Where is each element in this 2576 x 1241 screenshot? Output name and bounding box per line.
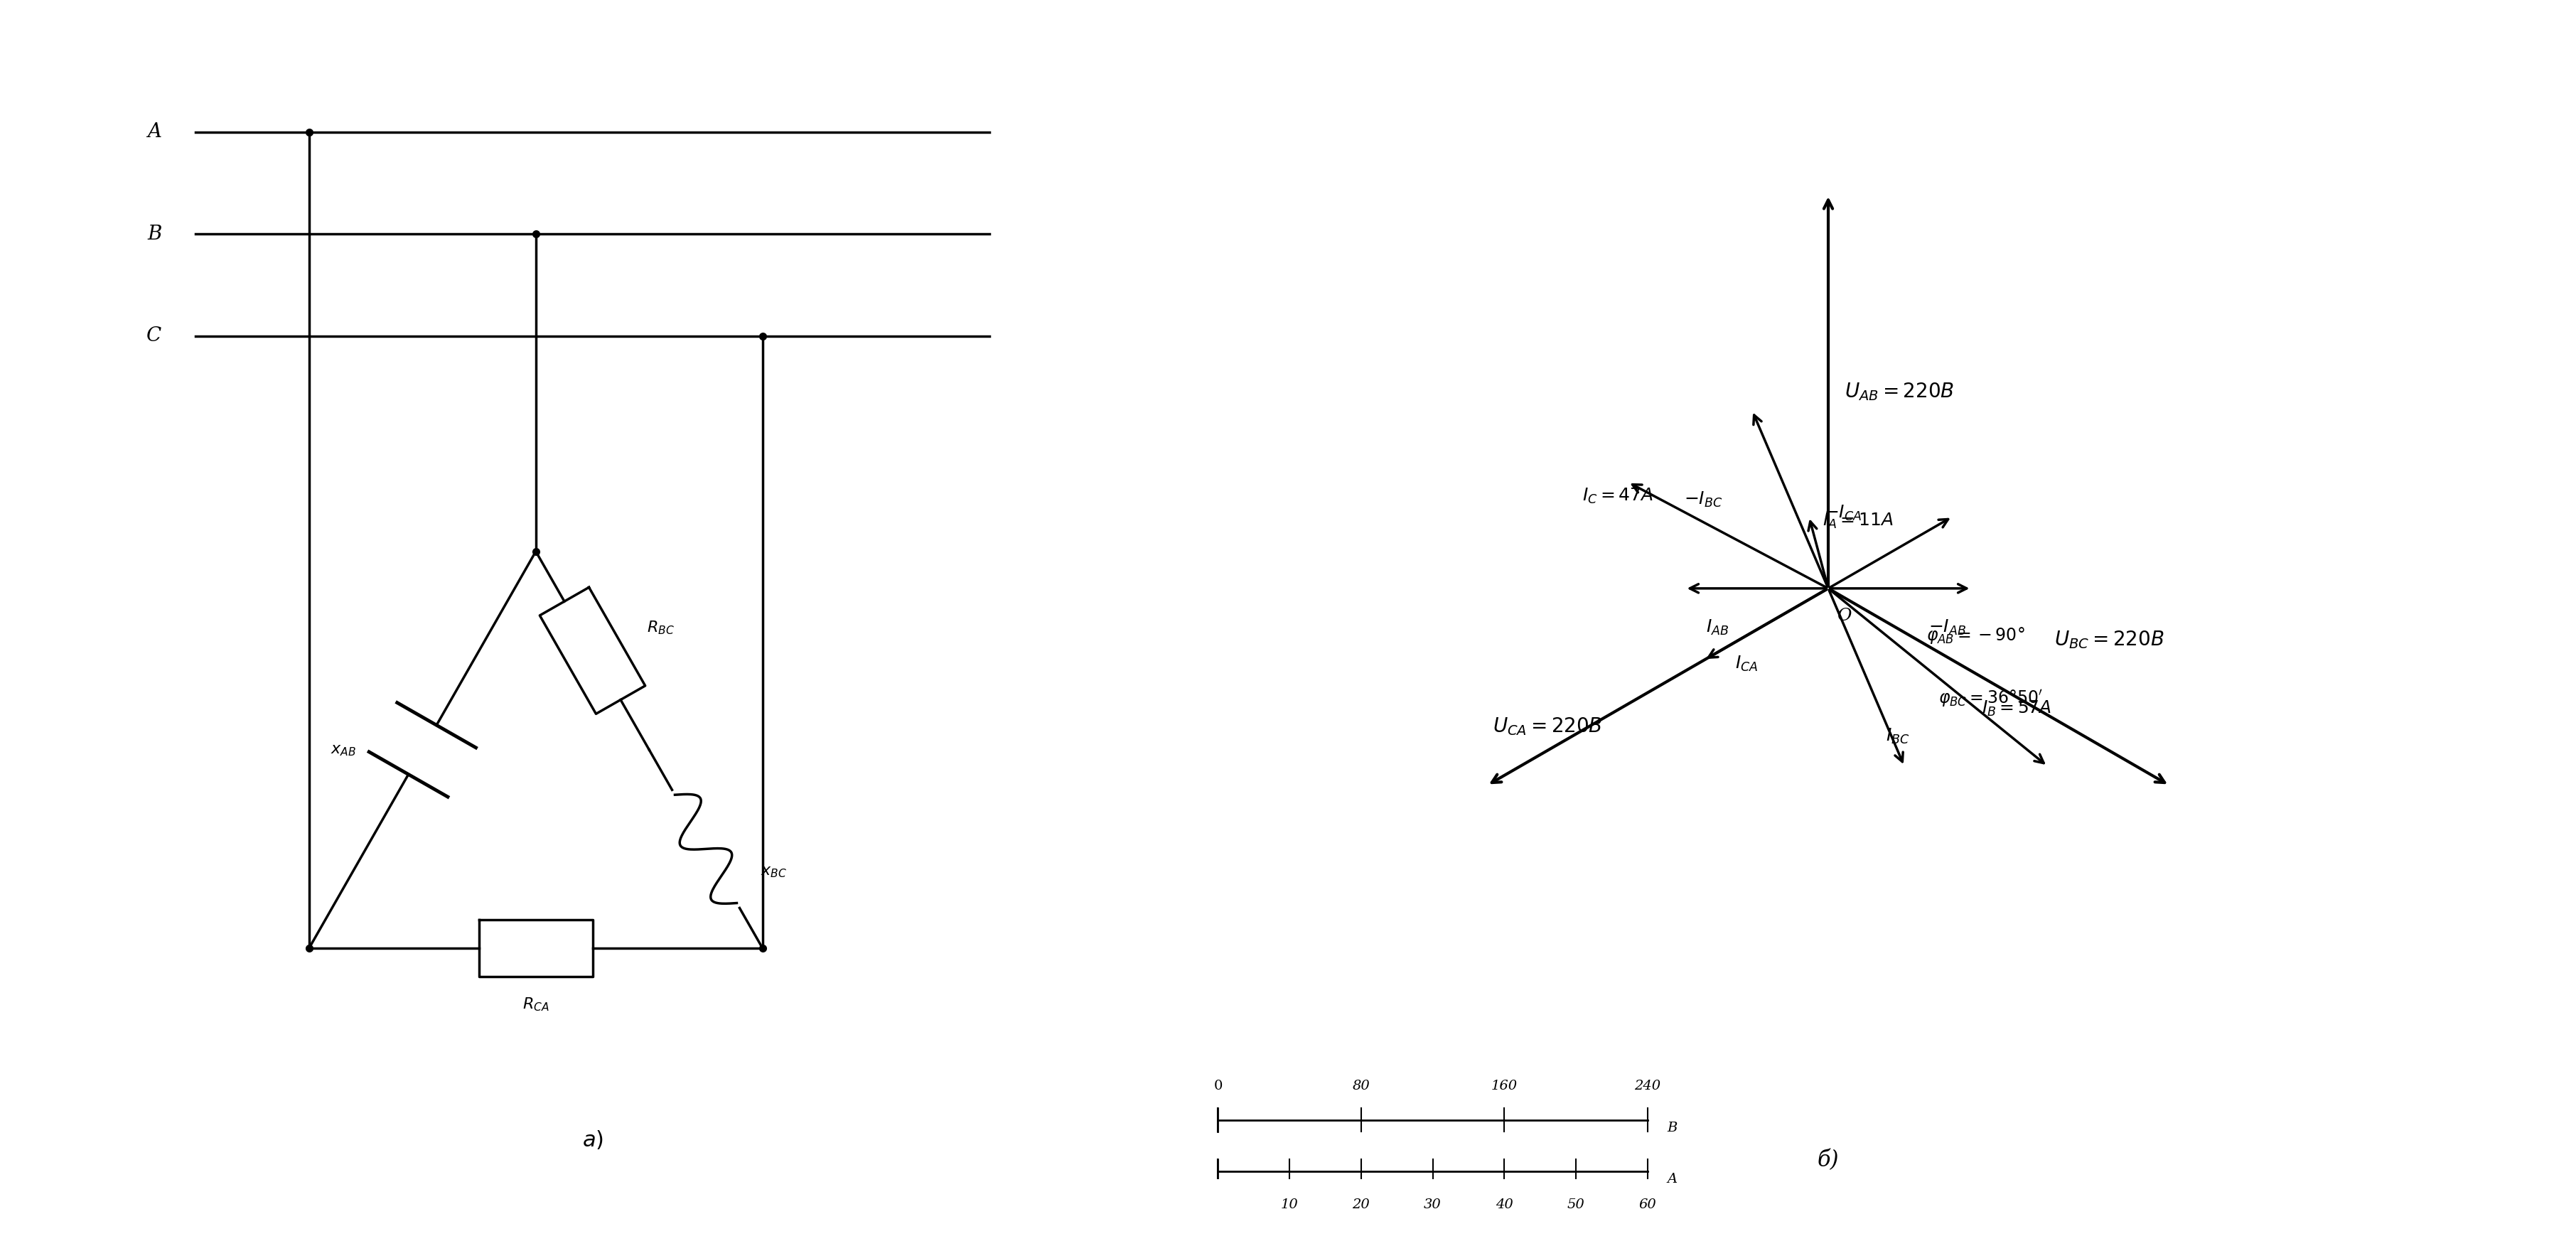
Text: 10: 10: [1280, 1199, 1298, 1211]
Text: $I_B=57A$: $I_B=57A$: [1981, 700, 2050, 719]
Text: C: C: [147, 326, 162, 346]
Text: $U_{BC}=220B$: $U_{BC}=220B$: [2053, 629, 2164, 650]
Text: O: O: [1837, 608, 1852, 624]
Text: A: A: [147, 123, 162, 141]
Text: $I_C=47A$: $I_C=47A$: [1582, 486, 1654, 505]
Text: 0: 0: [1213, 1080, 1224, 1092]
Text: $U_{AB}=220B$: $U_{AB}=220B$: [1844, 381, 1953, 402]
Text: A: A: [1667, 1173, 1677, 1185]
Text: б): б): [1819, 1149, 1839, 1172]
Text: 40: 40: [1497, 1199, 1512, 1211]
Text: 160: 160: [1492, 1080, 1517, 1092]
Text: 60: 60: [1638, 1199, 1656, 1211]
Text: $a)$: $a)$: [582, 1129, 603, 1152]
Text: $R_{CA}$: $R_{CA}$: [523, 997, 549, 1013]
Text: $I_{BC}$: $I_{BC}$: [1886, 727, 1909, 746]
Text: 240: 240: [1633, 1080, 1662, 1092]
Text: $U_{CA}=220B$: $U_{CA}=220B$: [1492, 716, 1602, 737]
Text: $I_{AB}$: $I_{AB}$: [1705, 618, 1728, 637]
Text: $-I_{CA}$: $-I_{CA}$: [1824, 504, 1862, 522]
Text: $-I_{BC}$: $-I_{BC}$: [1685, 490, 1723, 509]
Text: $x_{AB}$: $x_{AB}$: [330, 742, 355, 757]
Text: B: B: [1667, 1122, 1677, 1134]
Text: 50: 50: [1566, 1199, 1584, 1211]
Text: 30: 30: [1425, 1199, 1443, 1211]
Text: $\varphi_{BC}=36°50'$: $\varphi_{BC}=36°50'$: [1940, 689, 2043, 709]
Text: $I_{CA}$: $I_{CA}$: [1736, 654, 1757, 673]
Text: 20: 20: [1352, 1199, 1370, 1211]
Text: $I_A=11A$: $I_A=11A$: [1821, 511, 1893, 530]
Text: B: B: [147, 225, 162, 243]
Text: $\varphi_{AB}=-90°$: $\varphi_{AB}=-90°$: [1927, 625, 2025, 645]
Text: $x_{BC}$: $x_{BC}$: [760, 864, 788, 880]
Text: $-I_{AB}$: $-I_{AB}$: [1929, 618, 1965, 637]
Text: 80: 80: [1352, 1080, 1370, 1092]
Text: $R_{BC}$: $R_{BC}$: [647, 619, 675, 637]
